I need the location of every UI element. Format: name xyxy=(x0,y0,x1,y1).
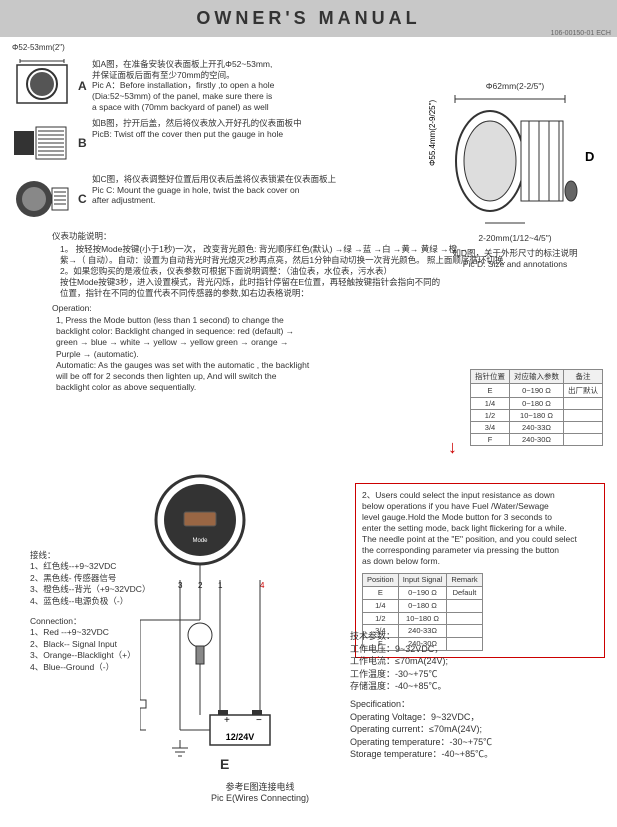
wire-cn-1: 1、红色线--+9~32VDC xyxy=(30,561,150,572)
t1c: 10~180 Ω xyxy=(510,410,564,422)
wire-num-4: 4 xyxy=(260,581,265,590)
page-title: OWNER'S MANUAL xyxy=(0,8,617,29)
bottom-en: Pic E(Wires Connecting) xyxy=(200,793,320,803)
t1c xyxy=(564,434,603,446)
content-area: Φ52-53mm(2") A 如A图，在准备安装仪表面板上开孔Φ52~53mm,… xyxy=(0,37,617,401)
gauge-side-icon: Φ55.4mm(2-9/25") D xyxy=(425,91,605,231)
tech-cn-2: 工作电流：≤70mA(24V); xyxy=(350,655,448,668)
thumb-a xyxy=(12,59,72,109)
func2-cn: 2。如果您购买的是液位表，仪表参数可根据下面说明调整：（油位表，水位表，污水表）… xyxy=(60,266,605,299)
t2h: Position xyxy=(363,574,399,587)
wire-cn-3: 3、橙色线--背光（+9~32VDC） xyxy=(30,584,150,595)
t1c xyxy=(564,410,603,422)
t2c: Default xyxy=(447,587,482,600)
wire-en-4: 4、Blue--Ground（-） xyxy=(30,662,136,673)
wire-cn-2: 2、黑色线- 传感器信号 xyxy=(30,573,150,584)
wire-en-3: 3、Orange--Blacklight（+） xyxy=(30,650,136,661)
tech-cn-heading: 技术参数： xyxy=(350,630,448,643)
tech-en-4: Storage temperature：-40~+85℃。 xyxy=(350,748,493,761)
dim-a-label: Φ52-53mm(2") xyxy=(12,43,65,52)
thumb-b xyxy=(12,118,72,168)
dim-bottom: 2-20mm(1/12~4/5") xyxy=(425,233,605,243)
t2c xyxy=(447,612,482,625)
letter-a: A xyxy=(78,79,92,93)
battery-label: 12/24V xyxy=(226,732,255,742)
tech-params-en: Specification： Operating Voltage：9~32VDC… xyxy=(350,698,493,761)
t1c: 240-30Ω xyxy=(510,434,564,446)
header-bar: OWNER'S MANUAL xyxy=(0,0,617,37)
letter-c: C xyxy=(78,192,92,206)
cover-icon xyxy=(12,123,72,163)
letter-d-svg: D xyxy=(585,149,594,164)
thumb-c xyxy=(12,174,72,224)
t2c: 1/2 xyxy=(363,612,399,625)
tech-en-3: Operating temperature：-30~+75℃ xyxy=(350,736,493,749)
t2c xyxy=(447,638,482,651)
doc-number: 106-00150-01 ECH xyxy=(551,30,611,37)
red-arrow-icon: ↓ xyxy=(448,437,457,458)
t2h: Remark xyxy=(447,574,482,587)
t1c: F xyxy=(471,434,510,446)
t1h2: 对应输入参数 xyxy=(510,370,564,384)
t1c: 3/4 xyxy=(471,422,510,434)
t1c xyxy=(564,422,603,434)
wire-en-heading: Connection： xyxy=(30,616,136,627)
svg-text:−: − xyxy=(256,715,262,726)
t2h: Input Signal xyxy=(398,574,447,587)
wire-labels-cn: 接线： 1、红色线--+9~32VDC 2、黑色线- 传感器信号 3、橙色线--… xyxy=(30,550,150,607)
t1c: 0~180 Ω xyxy=(510,398,564,410)
t2c xyxy=(447,625,482,638)
wire-cn-4: 4、蓝色线--电源负极（-） xyxy=(30,596,150,607)
tech-cn-1: 工作电压：9~32VDC， xyxy=(350,643,448,656)
bottom-cn: 参考E图连接电线 xyxy=(200,780,320,793)
dim-top: Φ62mm(2-2/5") xyxy=(425,81,605,91)
hole-icon xyxy=(15,59,69,109)
t2c: 10~180 Ω xyxy=(398,612,447,625)
spec-table-1: 指针位置对应输入参数备注 E0~190 Ω出厂默认 1/40~180 Ω 1/2… xyxy=(470,369,603,446)
letter-e: E xyxy=(220,756,229,772)
dim-side-svg: Φ55.4mm(2-9/25") xyxy=(428,100,437,166)
t1c: 1/2 xyxy=(471,410,510,422)
op-heading: Operation: xyxy=(52,303,605,313)
wiring-diagram: Mode 3 2 1 4 + − 12/24V xyxy=(140,470,350,762)
t1c xyxy=(564,398,603,410)
t2c: 1/4 xyxy=(363,599,399,612)
dim-d-en: Pic D: Size and annotations xyxy=(425,259,605,269)
bottom-caption: 参考E图连接电线 Pic E(Wires Connecting) xyxy=(200,780,320,803)
redbox-text: 2、Users could select the input resistanc… xyxy=(362,490,598,567)
t2c: 0~180 Ω xyxy=(398,599,447,612)
t1c: 1/4 xyxy=(471,398,510,410)
wire-labels-en: Connection： 1、Red --+9~32VDC 2、Black-- S… xyxy=(30,616,136,673)
op1-en: 1, Press the Mode button (less than 1 se… xyxy=(56,315,376,392)
tech-en-2: Operating current：≤70mA(24V); xyxy=(350,723,493,736)
svg-text:Mode: Mode xyxy=(192,538,208,544)
tech-cn-4: 存储温度：-40~+85℃。 xyxy=(350,680,448,693)
dim-d-cn: 如D图，关于外形尺寸的标注说明 xyxy=(425,247,605,259)
letter-b: B xyxy=(78,136,92,150)
tech-params-cn: 技术参数： 工作电压：9~32VDC， 工作电流：≤70mA(24V); 工作温… xyxy=(350,630,448,693)
tech-cn-3: 工作温度：-30~+75℃ xyxy=(350,668,448,681)
wire-cn-heading: 接线： xyxy=(30,550,150,561)
dimension-drawing: Φ62mm(2-2/5") Φ55.4mm(2-9/25") D 2-20mm(… xyxy=(425,81,605,269)
t2c xyxy=(447,599,482,612)
mount-icon xyxy=(12,176,72,222)
t1c: 240-33Ω xyxy=(510,422,564,434)
wire-en-1: 1、Red --+9~32VDC xyxy=(30,627,136,638)
t1c: E xyxy=(471,384,510,398)
t1c: 0~190 Ω xyxy=(510,384,564,398)
t1c: 出厂默认 xyxy=(564,384,603,398)
step-a-cn: 如A图，在准备安装仪表面板上开孔Φ52~53mm, 并保证面板后面有至少70mm… xyxy=(92,59,605,80)
t1h3: 备注 xyxy=(564,370,603,384)
svg-text:+: + xyxy=(224,715,230,726)
t2c: 0~190 Ω xyxy=(398,587,447,600)
tech-en-heading: Specification： xyxy=(350,698,493,711)
t2c: E xyxy=(363,587,399,600)
wire-en-2: 2、Black-- Signal Input xyxy=(30,639,136,650)
t1h1: 指针位置 xyxy=(471,370,510,384)
tech-en-1: Operating Voltage：9~32VDC， xyxy=(350,711,493,724)
